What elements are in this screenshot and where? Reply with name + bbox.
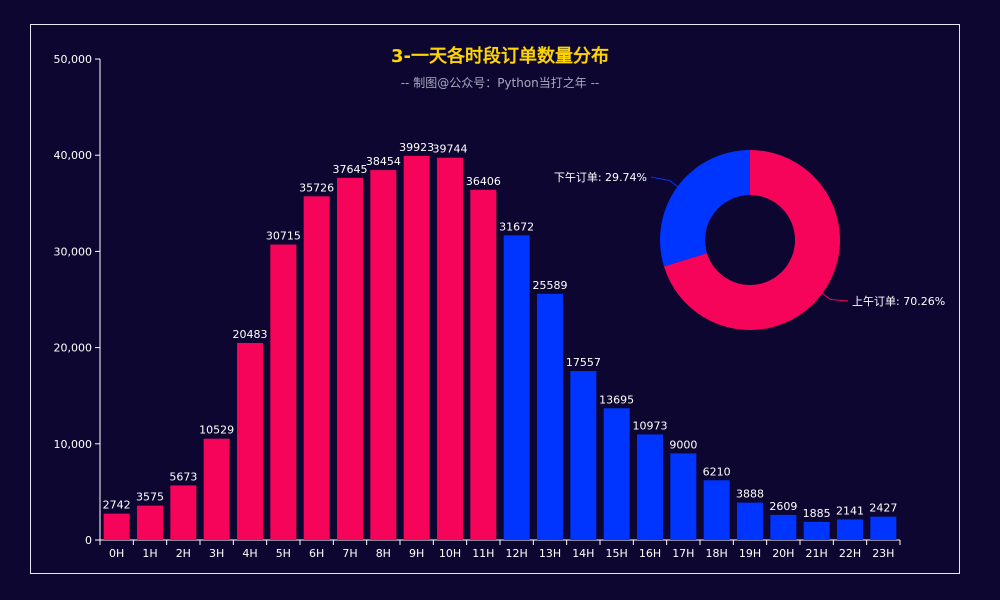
bar-2H [170,485,197,540]
x-tick-label-15H: 15H [606,547,628,560]
data-label-1H: 3575 [136,491,164,504]
x-tick-label-9H: 9H [409,547,424,560]
donut-label-0: 上午订单: 70.26% [852,295,945,308]
donut-leader-line-1 [650,176,678,187]
x-tick-label-0H: 0H [109,547,124,560]
data-label-9H: 39923 [399,141,434,154]
donut-chart: 上午订单: 70.26% 下午订单: 29.74% [554,150,945,330]
bar-3H [203,438,230,540]
x-tick-label-16H: 16H [639,547,661,560]
bar-8H [370,170,397,541]
y-tick-label: 30,000 [54,245,93,258]
x-tick-label-18H: 18H [706,547,728,560]
data-label-7H: 37645 [333,163,368,176]
bar-axes: 0 10,000 20,000 30,000 40,000 50,000 0H 1H 2H 3H 4… [54,53,901,560]
x-tick-label-23H: 23H [872,547,894,560]
bar-15H [603,408,630,540]
data-label-14H: 17557 [566,356,601,369]
data-label-18H: 6210 [703,465,731,478]
bar-21H [803,521,830,540]
bar-12H [503,235,530,540]
x-tick-label-14H: 14H [572,547,594,560]
data-label-23H: 2427 [869,502,897,515]
y-tick-label: 20,000 [54,342,93,355]
x-tick-label-21H: 21H [806,547,828,560]
x-tick-label-13H: 13H [539,547,561,560]
data-label-8H: 38454 [366,155,401,168]
data-label-5H: 30715 [266,230,301,243]
data-label-19H: 3888 [736,488,764,501]
bar-10H [437,157,463,540]
x-tick-label-11H: 11H [472,547,494,560]
x-tick-label-10H: 10H [439,547,461,560]
bar-4H [237,342,263,540]
x-tick-label-8H: 8H [376,547,391,560]
data-label-0H: 2742 [103,499,131,512]
data-label-11H: 36406 [466,175,501,188]
x-tick-label-19H: 19H [739,547,761,560]
x-tick-label-17H: 17H [672,547,694,560]
x-tick-label-2H: 2H [176,547,191,560]
y-tick-label: 50,000 [54,53,93,66]
bar-23H [870,516,897,540]
data-label-15H: 13695 [599,393,634,406]
bar-7H [337,177,363,540]
bar-1H [137,505,163,540]
data-label-22H: 2141 [836,504,864,517]
bar-14H [570,371,597,540]
bar-13H [537,293,563,540]
x-tick-label-5H: 5H [276,547,291,560]
data-label-6H: 35726 [299,181,334,194]
bar-20H [770,514,797,540]
bar-19H [737,502,763,540]
bar-6H [303,196,330,540]
x-tick-label-20H: 20H [772,547,794,560]
x-tick-label-1H: 1H [142,547,157,560]
x-tick-label-22H: 22H [839,547,861,560]
bar-17H [670,453,697,540]
y-tick-label: 40,000 [54,149,93,162]
bar-16H [637,434,663,540]
bar-0H [103,513,130,540]
data-label-12H: 31672 [499,220,534,233]
data-label-13H: 25589 [533,279,568,292]
x-tick-label-6H: 6H [309,547,324,560]
bar-5H [270,244,297,540]
x-tick-label-12H: 12H [506,547,528,560]
x-tick-label-4H: 4H [242,547,257,560]
bar-22H [837,519,863,540]
data-label-10H: 39744 [433,143,468,156]
donut-slice-1 [659,150,750,267]
donut-leader-line-0 [822,293,849,302]
y-tick-label: 0 [85,534,92,547]
chart-title: 3-一天各时段订单数量分布 [391,46,609,67]
x-tick-label-3H: 3H [209,547,224,560]
data-label-2H: 5673 [169,470,197,483]
donut-label-1: 下午订单: 29.74% [554,171,647,184]
donut-slice-0 [663,150,840,330]
bar-series: 2742 3575 5673 10529 20483 30715 35726 37645384… [103,141,897,541]
x-tick-label-7H: 7H [342,547,357,560]
chart-frame [30,24,960,574]
bar-9H [403,155,430,540]
data-label-20H: 2609 [769,500,797,513]
bar-11H [470,189,497,540]
data-label-17H: 9000 [669,438,697,451]
y-tick-label: 10,000 [54,438,93,451]
data-label-16H: 10973 [633,419,668,432]
data-label-21H: 1885 [803,507,831,520]
data-label-3H: 10529 [199,424,234,437]
chart-subtitle: -- 制图@公众号：Python当打之年 -- [400,76,600,90]
data-label-4H: 20483 [233,328,268,341]
bar-18H [703,480,730,540]
